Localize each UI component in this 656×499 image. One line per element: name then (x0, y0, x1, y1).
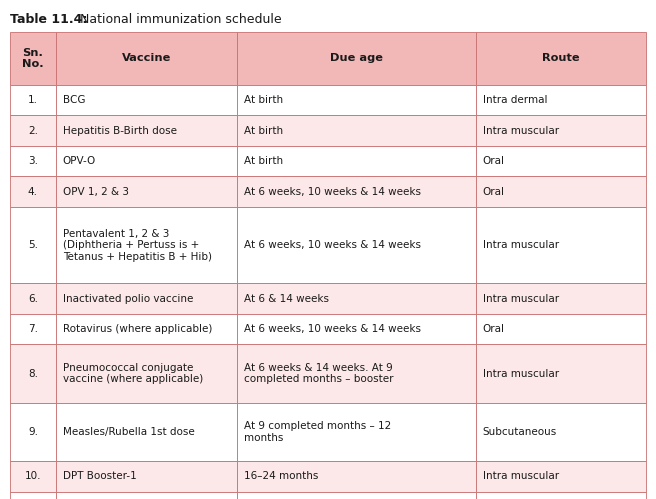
FancyBboxPatch shape (10, 32, 56, 85)
FancyBboxPatch shape (237, 207, 476, 283)
Text: At birth: At birth (244, 95, 283, 105)
Text: Intra muscular: Intra muscular (483, 294, 559, 304)
Text: Route: Route (542, 53, 580, 63)
FancyBboxPatch shape (56, 314, 237, 344)
FancyBboxPatch shape (237, 85, 476, 115)
FancyBboxPatch shape (476, 85, 646, 115)
Text: Rotavirus (where applicable): Rotavirus (where applicable) (63, 324, 212, 334)
Text: Oral: Oral (483, 156, 504, 166)
Text: Inactivated polio vaccine: Inactivated polio vaccine (63, 294, 193, 304)
FancyBboxPatch shape (237, 344, 476, 403)
FancyBboxPatch shape (237, 146, 476, 177)
Text: 1.: 1. (28, 95, 38, 105)
FancyBboxPatch shape (476, 32, 646, 85)
FancyBboxPatch shape (10, 314, 56, 344)
Text: 2.: 2. (28, 126, 38, 136)
FancyBboxPatch shape (237, 314, 476, 344)
FancyBboxPatch shape (476, 314, 646, 344)
FancyBboxPatch shape (56, 461, 237, 492)
FancyBboxPatch shape (237, 177, 476, 207)
FancyBboxPatch shape (10, 403, 56, 461)
FancyBboxPatch shape (56, 344, 237, 403)
Text: Sn.
No.: Sn. No. (22, 47, 44, 69)
FancyBboxPatch shape (10, 115, 56, 146)
Text: Pentavalent 1, 2 & 3
(Diphtheria + Pertuss is +
Tetanus + Hepatitis B + Hib): Pentavalent 1, 2 & 3 (Diphtheria + Pertu… (63, 229, 212, 262)
FancyBboxPatch shape (476, 403, 646, 461)
FancyBboxPatch shape (56, 85, 237, 115)
Text: 6.: 6. (28, 294, 38, 304)
FancyBboxPatch shape (237, 115, 476, 146)
Text: 5.: 5. (28, 240, 38, 250)
FancyBboxPatch shape (10, 344, 56, 403)
FancyBboxPatch shape (56, 146, 237, 177)
FancyBboxPatch shape (10, 85, 56, 115)
FancyBboxPatch shape (56, 207, 237, 283)
FancyBboxPatch shape (476, 146, 646, 177)
Text: Oral: Oral (483, 187, 504, 197)
Text: Subcutaneous: Subcutaneous (483, 427, 557, 437)
Text: OPV 1, 2 & 3: OPV 1, 2 & 3 (63, 187, 129, 197)
Text: Vaccine: Vaccine (122, 53, 171, 63)
Text: Intra muscular: Intra muscular (483, 472, 559, 482)
FancyBboxPatch shape (56, 492, 237, 499)
FancyBboxPatch shape (476, 283, 646, 314)
FancyBboxPatch shape (56, 283, 237, 314)
FancyBboxPatch shape (56, 177, 237, 207)
Text: Oral: Oral (483, 324, 504, 334)
Text: Pneumococcal conjugate
vaccine (where applicable): Pneumococcal conjugate vaccine (where ap… (63, 363, 203, 384)
FancyBboxPatch shape (56, 403, 237, 461)
FancyBboxPatch shape (237, 283, 476, 314)
Text: DPT Booster-1: DPT Booster-1 (63, 472, 136, 482)
Text: Measles/Rubella 1st dose: Measles/Rubella 1st dose (63, 427, 195, 437)
FancyBboxPatch shape (237, 492, 476, 499)
Text: Due age: Due age (330, 53, 383, 63)
FancyBboxPatch shape (10, 146, 56, 177)
Text: 3.: 3. (28, 156, 38, 166)
FancyBboxPatch shape (56, 32, 237, 85)
Text: At birth: At birth (244, 156, 283, 166)
FancyBboxPatch shape (56, 115, 237, 146)
Text: 9.: 9. (28, 427, 38, 437)
Text: At 6 & 14 weeks: At 6 & 14 weeks (244, 294, 329, 304)
Text: BCG: BCG (63, 95, 85, 105)
Text: 10.: 10. (25, 472, 41, 482)
FancyBboxPatch shape (237, 461, 476, 492)
Text: Intra dermal: Intra dermal (483, 95, 547, 105)
Text: Hepatitis B-Birth dose: Hepatitis B-Birth dose (63, 126, 177, 136)
FancyBboxPatch shape (476, 344, 646, 403)
FancyBboxPatch shape (476, 207, 646, 283)
Text: At 6 weeks, 10 weeks & 14 weeks: At 6 weeks, 10 weeks & 14 weeks (244, 240, 421, 250)
FancyBboxPatch shape (10, 283, 56, 314)
FancyBboxPatch shape (10, 461, 56, 492)
FancyBboxPatch shape (476, 115, 646, 146)
FancyBboxPatch shape (476, 461, 646, 492)
Text: 16–24 months: 16–24 months (244, 472, 318, 482)
Text: At 6 weeks & 14 weeks. At 9
completed months – booster: At 6 weeks & 14 weeks. At 9 completed mo… (244, 363, 394, 384)
Text: Table 11.4:: Table 11.4: (10, 13, 87, 26)
Text: 4.: 4. (28, 187, 38, 197)
FancyBboxPatch shape (10, 207, 56, 283)
Text: At 9 completed months – 12
months: At 9 completed months – 12 months (244, 421, 391, 443)
Text: OPV-O: OPV-O (63, 156, 96, 166)
Text: 8.: 8. (28, 369, 38, 379)
Text: National immunization schedule: National immunization schedule (72, 13, 282, 26)
FancyBboxPatch shape (476, 492, 646, 499)
Text: 7.: 7. (28, 324, 38, 334)
FancyBboxPatch shape (10, 177, 56, 207)
Text: Intra muscular: Intra muscular (483, 126, 559, 136)
Text: At 6 weeks, 10 weeks & 14 weeks: At 6 weeks, 10 weeks & 14 weeks (244, 324, 421, 334)
Text: At birth: At birth (244, 126, 283, 136)
FancyBboxPatch shape (237, 403, 476, 461)
FancyBboxPatch shape (476, 177, 646, 207)
FancyBboxPatch shape (10, 492, 56, 499)
FancyBboxPatch shape (237, 32, 476, 85)
Text: At 6 weeks, 10 weeks & 14 weeks: At 6 weeks, 10 weeks & 14 weeks (244, 187, 421, 197)
Text: Intra muscular: Intra muscular (483, 369, 559, 379)
Text: Intra muscular: Intra muscular (483, 240, 559, 250)
